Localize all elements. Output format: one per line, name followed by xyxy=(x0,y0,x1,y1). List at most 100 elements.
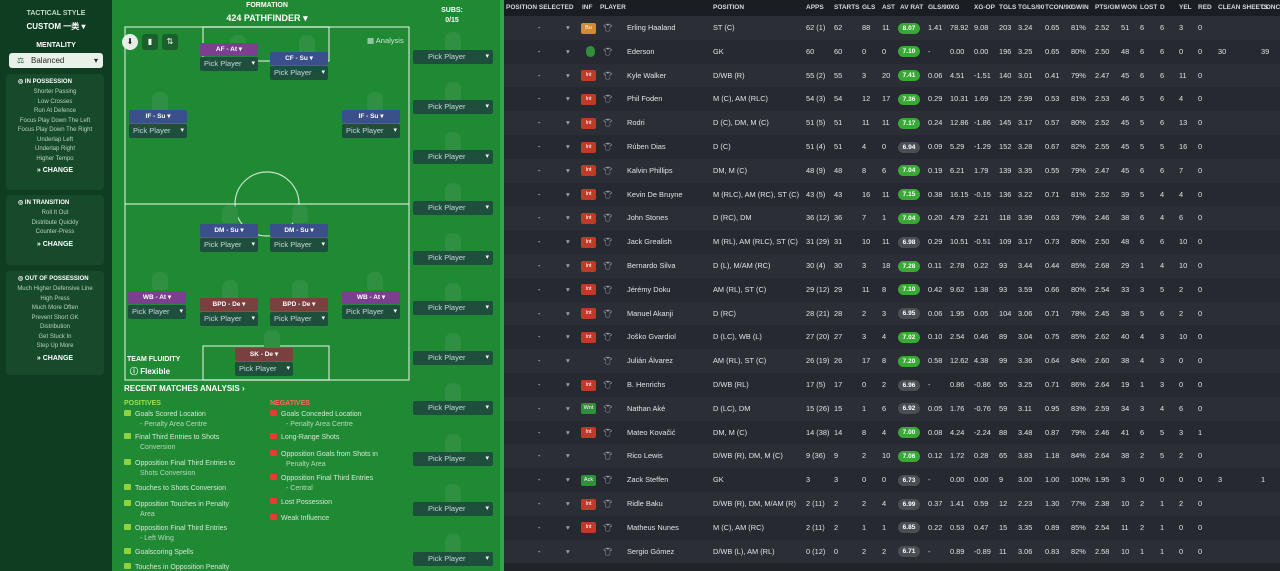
chevron-down-icon[interactable]: ▾ xyxy=(566,46,570,56)
info-badge[interactable]: Int xyxy=(581,141,596,153)
column-header[interactable]: INF xyxy=(582,4,593,11)
column-header[interactable]: XG-OP xyxy=(974,4,995,11)
bar-chart-icon[interactable]: ▮ xyxy=(142,34,158,50)
table-row[interactable]: - ▾ Int 👕︎ Kevin De Bruyne M (RLC), AM (RC), … xyxy=(504,182,1280,207)
pick-player-dropdown[interactable]: Pick Player xyxy=(342,124,400,138)
panel-divider[interactable] xyxy=(500,0,504,571)
table-row[interactable]: - ▾ Ack 👕︎ Zack Steffen GK 3 3 0 0 6.73-0.00 0.00 9 3… xyxy=(504,468,1280,492)
sub-pick-player-dropdown[interactable]: Pick Player xyxy=(413,100,493,115)
column-header[interactable]: WON xyxy=(1121,4,1137,11)
table-row[interactable]: - ▾ 👕︎ Julián Álvarez AM (RL), ST (C) 26 (19)… xyxy=(504,349,1280,373)
info-badge[interactable]: Int xyxy=(581,212,596,224)
role-duty-badge[interactable]: WB - At ▾ xyxy=(342,291,400,304)
pick-player-dropdown[interactable]: Pick Player xyxy=(270,238,328,252)
column-header[interactable]: STARTS xyxy=(834,4,860,11)
in-possession-card[interactable]: ◎ IN POSSESSION Shorter Passing Low Cross… xyxy=(6,74,104,190)
column-header[interactable]: TCON/90 xyxy=(1045,4,1073,11)
role-duty-badge[interactable]: DM - Su ▾ xyxy=(200,224,258,237)
pick-player-dropdown[interactable]: Pick Player xyxy=(270,312,328,326)
table-row[interactable]: - ▾ 👕︎ Sergio Gómez D/WB (L), AM (RL) 0 (12) 0… xyxy=(504,539,1280,564)
column-header[interactable]: POSITION SELECTED xyxy=(506,4,574,11)
position-slot-dm[interactable]: DM - Su ▾ Pick Player xyxy=(200,224,258,252)
chevron-down-icon[interactable]: ▾ xyxy=(566,261,570,270)
chevron-down-icon[interactable]: ▾ xyxy=(566,70,570,80)
column-header[interactable]: GWIN xyxy=(1071,4,1089,11)
player-name[interactable]: Kalvin Phillips xyxy=(627,165,673,175)
role-duty-badge[interactable]: BPD - De ▾ xyxy=(270,298,328,311)
sub-pick-player-dropdown[interactable]: Pick Player xyxy=(413,50,493,64)
table-row[interactable]: - ▾ 👕︎ Ederson GK 60 60 0 0 7.10-0.00 0.00 196 3.25 0… xyxy=(504,39,1280,64)
info-badge[interactable]: Int xyxy=(581,379,596,391)
table-row[interactable]: - ▾ Int 👕︎ B. Henrichs D/WB (RL) 17 (5) 17 0 2 6.9… xyxy=(504,373,1280,397)
player-name[interactable]: Matheus Nunes xyxy=(627,522,679,532)
column-header[interactable]: TGLS xyxy=(999,4,1017,11)
chevron-down-icon[interactable]: ▾ xyxy=(566,165,570,175)
pick-player-dropdown[interactable]: Pick Player xyxy=(128,305,186,319)
pick-player-dropdown[interactable]: Pick Player xyxy=(270,66,328,80)
mentality-dropdown[interactable]: Balanced ⚖ ▾ xyxy=(9,53,103,68)
table-row[interactable]: - ▾ Int 👕︎ John Stones D (RC), DM 36 (12) 36 7 1 7… xyxy=(504,206,1280,231)
chevron-down-icon[interactable]: ▾ xyxy=(566,380,570,389)
chevron-down-icon[interactable]: ▾ xyxy=(566,118,570,128)
in-transition-change-button[interactable]: » CHANGE xyxy=(36,240,74,248)
column-header[interactable]: TGLS/90 xyxy=(1018,4,1045,11)
table-row[interactable]: - ▾ Int 👕︎ Matheus Nunes M (C), AM (RC) 2 (11)… xyxy=(504,515,1280,540)
table-row[interactable]: - ▾ Int 👕︎ Joško Gvardiol D (LC), WB (L) 27 (2… xyxy=(504,325,1280,350)
table-row[interactable]: - ▾ Bu 👕︎ Erling Haaland ST (C) 62 (1) 62 88 11 8.… xyxy=(504,16,1280,40)
chevron-down-icon[interactable]: ▾ xyxy=(566,475,570,485)
table-row[interactable]: - ▾ Int 👕︎ Phil Foden M (C), AM (RLC) 54 (3) 54… xyxy=(504,87,1280,112)
swap-icon[interactable]: ⇅ xyxy=(162,34,178,50)
sub-pick-player-dropdown[interactable]: Pick Player xyxy=(413,150,493,165)
column-header[interactable]: LOST xyxy=(1140,4,1158,11)
position-slot-wb[interactable]: WB - At ▾ Pick Player xyxy=(128,291,186,319)
column-header[interactable]: D xyxy=(1160,4,1165,11)
formation-dropdown[interactable]: 424 PATHFINDER ▾ xyxy=(212,13,322,24)
position-selected[interactable]: - xyxy=(538,373,540,397)
role-duty-badge[interactable]: CF - Su ▾ xyxy=(270,52,328,65)
table-row[interactable]: - ▾ Int 👕︎ Jack Grealish M (RL), AM (RLC), ST… xyxy=(504,230,1280,254)
in-transition-card[interactable]: ◎ IN TRANSITION Roll It Out Distribute Qu… xyxy=(6,195,104,265)
player-name[interactable]: Kyle Walker xyxy=(627,70,667,80)
table-row[interactable]: - ▾ Int 👕︎ Kalvin Phillips DM, M (C) 48 (9) 48 8… xyxy=(504,158,1280,183)
position-selected[interactable]: - xyxy=(538,254,540,278)
player-name[interactable]: Zack Steffen xyxy=(627,475,669,485)
info-badge[interactable]: Int xyxy=(581,498,596,510)
chevron-down-icon[interactable]: ▾ xyxy=(566,284,570,294)
pick-player-dropdown[interactable]: Pick Player xyxy=(200,238,258,252)
chevron-down-icon[interactable]: ▾ xyxy=(566,427,570,437)
info-badge[interactable]: Int xyxy=(581,236,596,248)
player-name[interactable]: Phil Foden xyxy=(627,94,663,104)
position-slot-cf[interactable]: CF - Su ▾ Pick Player xyxy=(270,52,328,80)
player-name[interactable]: Mateo Kovačić xyxy=(627,427,676,437)
position-selected[interactable]: - xyxy=(538,40,540,64)
chevron-down-icon[interactable]: ▾ xyxy=(566,522,570,532)
sub-pick-player-dropdown[interactable]: Pick Player xyxy=(413,301,493,315)
position-slot-af[interactable]: AF - At ▾ Pick Player xyxy=(200,43,258,71)
info-badge[interactable]: Int xyxy=(581,93,596,105)
player-name[interactable]: Jérémy Doku xyxy=(627,284,671,294)
position-selected[interactable]: - xyxy=(538,111,540,135)
player-name[interactable]: Rico Lewis xyxy=(627,451,663,461)
table-row[interactable]: - ▾ Int 👕︎ Jérémy Doku AM (RL), ST (C) 29 (12)… xyxy=(504,277,1280,302)
column-header[interactable]: GLS xyxy=(862,4,876,11)
chevron-down-icon[interactable]: ▾ xyxy=(566,403,570,413)
recent-matches-analysis-link[interactable]: RECENT MATCHES ANALYSIS › xyxy=(124,384,245,393)
position-selected[interactable]: - xyxy=(538,444,540,468)
chevron-down-icon[interactable]: ▾ xyxy=(566,237,570,247)
position-selected[interactable]: - xyxy=(538,421,540,445)
table-row[interactable]: - ▾ Int 👕︎ Kyle Walker D/WB (R) 55 (2) 55 3 20 7.4… xyxy=(504,63,1280,88)
chevron-down-icon[interactable]: ▾ xyxy=(566,23,570,32)
position-slot-sk[interactable]: SK - De ▾ Pick Player xyxy=(235,348,293,376)
sub-pick-player-dropdown[interactable]: Pick Player xyxy=(413,351,493,366)
info-badge[interactable]: Int xyxy=(581,284,596,296)
chevron-down-icon[interactable]: ▾ xyxy=(566,308,570,318)
position-selected[interactable]: - xyxy=(538,159,540,183)
role-duty-badge[interactable]: BPD - De ▾ xyxy=(200,298,258,311)
chevron-down-icon[interactable]: ▾ xyxy=(566,189,570,199)
table-row[interactable]: - ▾ Wnt 👕︎ Nathan Aké D (LC), DM 15 (26) 15 1 6 6.… xyxy=(504,396,1280,421)
position-selected[interactable]: - xyxy=(538,135,540,159)
position-selected[interactable]: - xyxy=(538,516,540,540)
position-slot-bpd[interactable]: BPD - De ▾ Pick Player xyxy=(270,298,328,326)
out-of-possession-card[interactable]: ◎ OUT OF POSSESSION Much Higher Defensiv… xyxy=(6,271,104,375)
info-badge[interactable]: Int xyxy=(581,260,596,272)
